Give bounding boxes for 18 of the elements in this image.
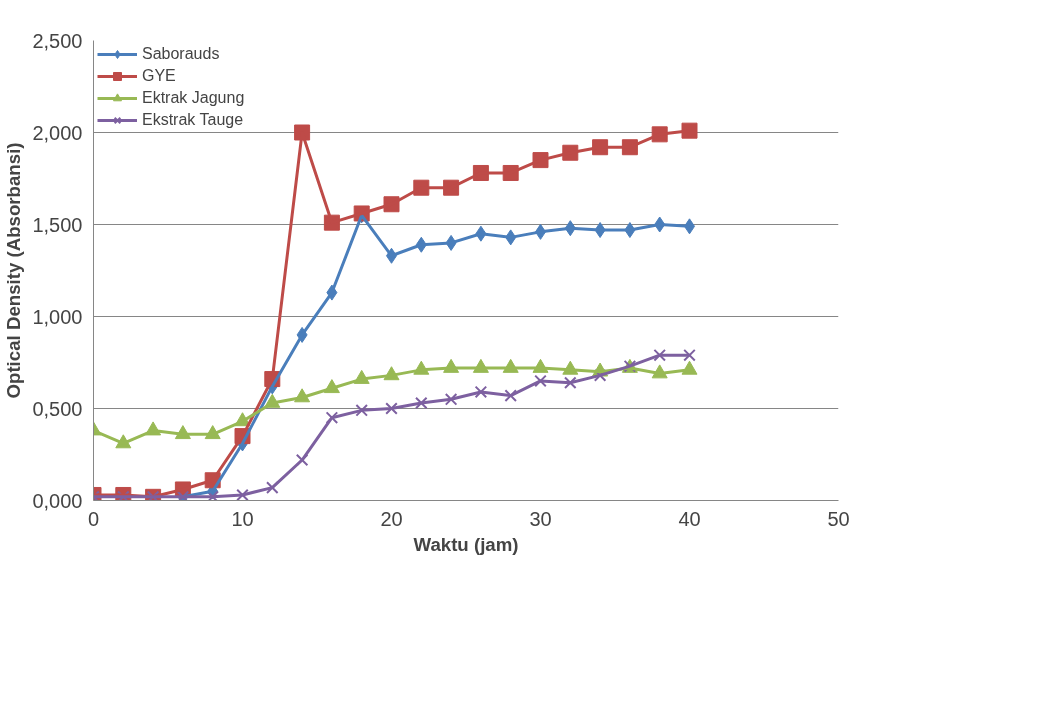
x-axis-title: Waktu (jam) xyxy=(413,533,519,555)
y-tick-label: 0,500 xyxy=(32,397,83,420)
y-tick-label: 2,000 xyxy=(32,121,83,144)
x-tick-label: 40 xyxy=(678,507,701,530)
x-tick-label: 20 xyxy=(380,507,403,530)
legend-label: Ektrak Jagung xyxy=(142,89,245,107)
x-tick-label: 10 xyxy=(231,507,254,530)
legend-label: GYE xyxy=(142,67,176,85)
x-tick-label: 50 xyxy=(827,507,850,530)
y-tick-label: 1,000 xyxy=(32,305,83,328)
x-tick-label: 30 xyxy=(529,507,552,530)
y-axis-title: Optical Density (Absorbansi) xyxy=(3,142,25,399)
legend-label: Ekstrak Tauge xyxy=(142,111,244,129)
y-tick-label: 0,000 xyxy=(32,489,83,512)
y-tick-label: 2,500 xyxy=(32,29,83,52)
legend-label: Saborauds xyxy=(142,45,220,63)
y-tick-label: 1,500 xyxy=(32,213,83,236)
x-tick-label: 0 xyxy=(87,507,100,530)
